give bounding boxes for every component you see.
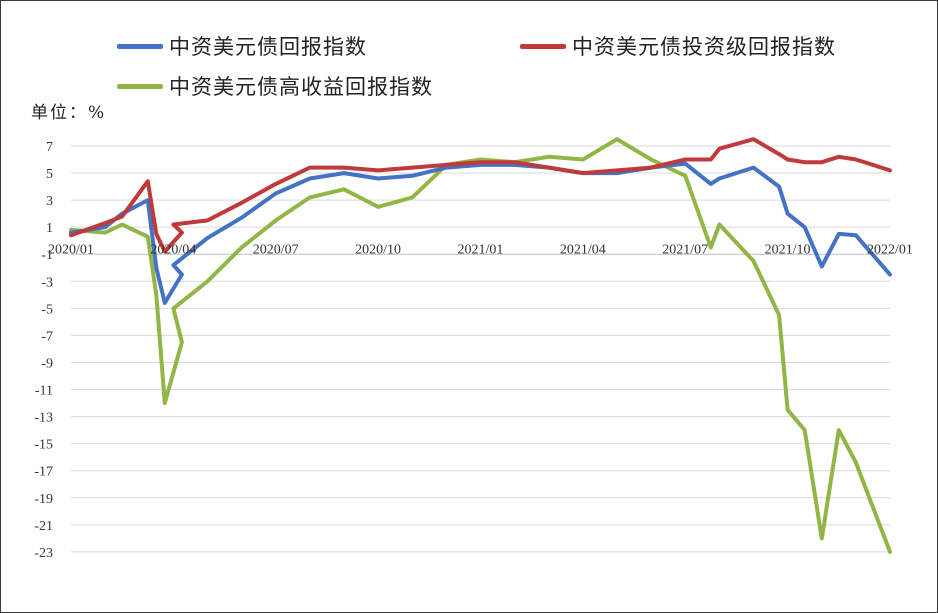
- y-tick-label: -19: [34, 492, 53, 507]
- y-tick-label: -3: [41, 275, 53, 290]
- x-tick-label: 2021/04: [560, 243, 606, 258]
- y-tick-label: -23: [34, 546, 53, 561]
- y-tick-label: -21: [34, 519, 53, 534]
- unit-label: 单位：%: [31, 103, 107, 123]
- y-tick-label: 3: [46, 194, 53, 209]
- x-tick-label: 2021/01: [458, 243, 504, 258]
- y-tick-label: -7: [41, 329, 53, 344]
- legend-swatch-total: [117, 43, 163, 49]
- x-tick-label: 2020/10: [355, 243, 401, 258]
- x-tick-label: 2021/10: [765, 243, 811, 258]
- x-tick-label: 2020/07: [253, 243, 299, 258]
- y-tick-label: -13: [34, 411, 53, 426]
- y-tick-label: -1: [41, 248, 53, 263]
- y-tick-label: -5: [41, 302, 53, 317]
- y-tick-label: -9: [41, 356, 53, 371]
- series-line-investment-grade: [69, 137, 892, 254]
- y-axis-ticks: 7 5 3 1 -1 -3 -5 -7 -9 -11 -13 -15 -17 -19 -21 -23: [34, 140, 53, 561]
- legend-item-total: 中资美元债回报指数: [117, 31, 367, 61]
- legend-item-high-yield: 中资美元债高收益回报指数: [117, 71, 433, 101]
- series-lines: [69, 137, 892, 554]
- legend-swatch-investment-grade: [520, 43, 566, 49]
- series-line-high-yield: [69, 137, 892, 554]
- legend-label-total: 中资美元债回报指数: [169, 35, 367, 59]
- y-tick-label: -11: [35, 384, 53, 399]
- legend-item-investment-grade: 中资美元债投资级回报指数: [520, 31, 836, 61]
- series-line-total: [69, 161, 892, 305]
- x-tick-label: 2020/01: [48, 243, 94, 258]
- gridlines: [71, 145, 890, 553]
- x-tick-label: 2021/07: [662, 243, 708, 258]
- x-axis-ticks: 2020/01 2020/04 2020/07 2020/10 2021/01 2021/…: [48, 243, 913, 258]
- y-tick-label: -15: [34, 438, 53, 453]
- y-tick-label: 5: [46, 167, 53, 182]
- legend-label-high-yield: 中资美元债高收益回报指数: [169, 75, 433, 99]
- x-tick-label: 2022/01: [867, 243, 913, 258]
- y-tick-label: 1: [46, 221, 53, 236]
- legend-swatch-high-yield: [117, 83, 163, 89]
- y-tick-label: -17: [34, 465, 53, 480]
- legend-label-investment-grade: 中资美元债投资级回报指数: [572, 35, 836, 59]
- y-tick-label: 7: [46, 140, 53, 155]
- x-tick-label: 2020/04: [150, 243, 196, 258]
